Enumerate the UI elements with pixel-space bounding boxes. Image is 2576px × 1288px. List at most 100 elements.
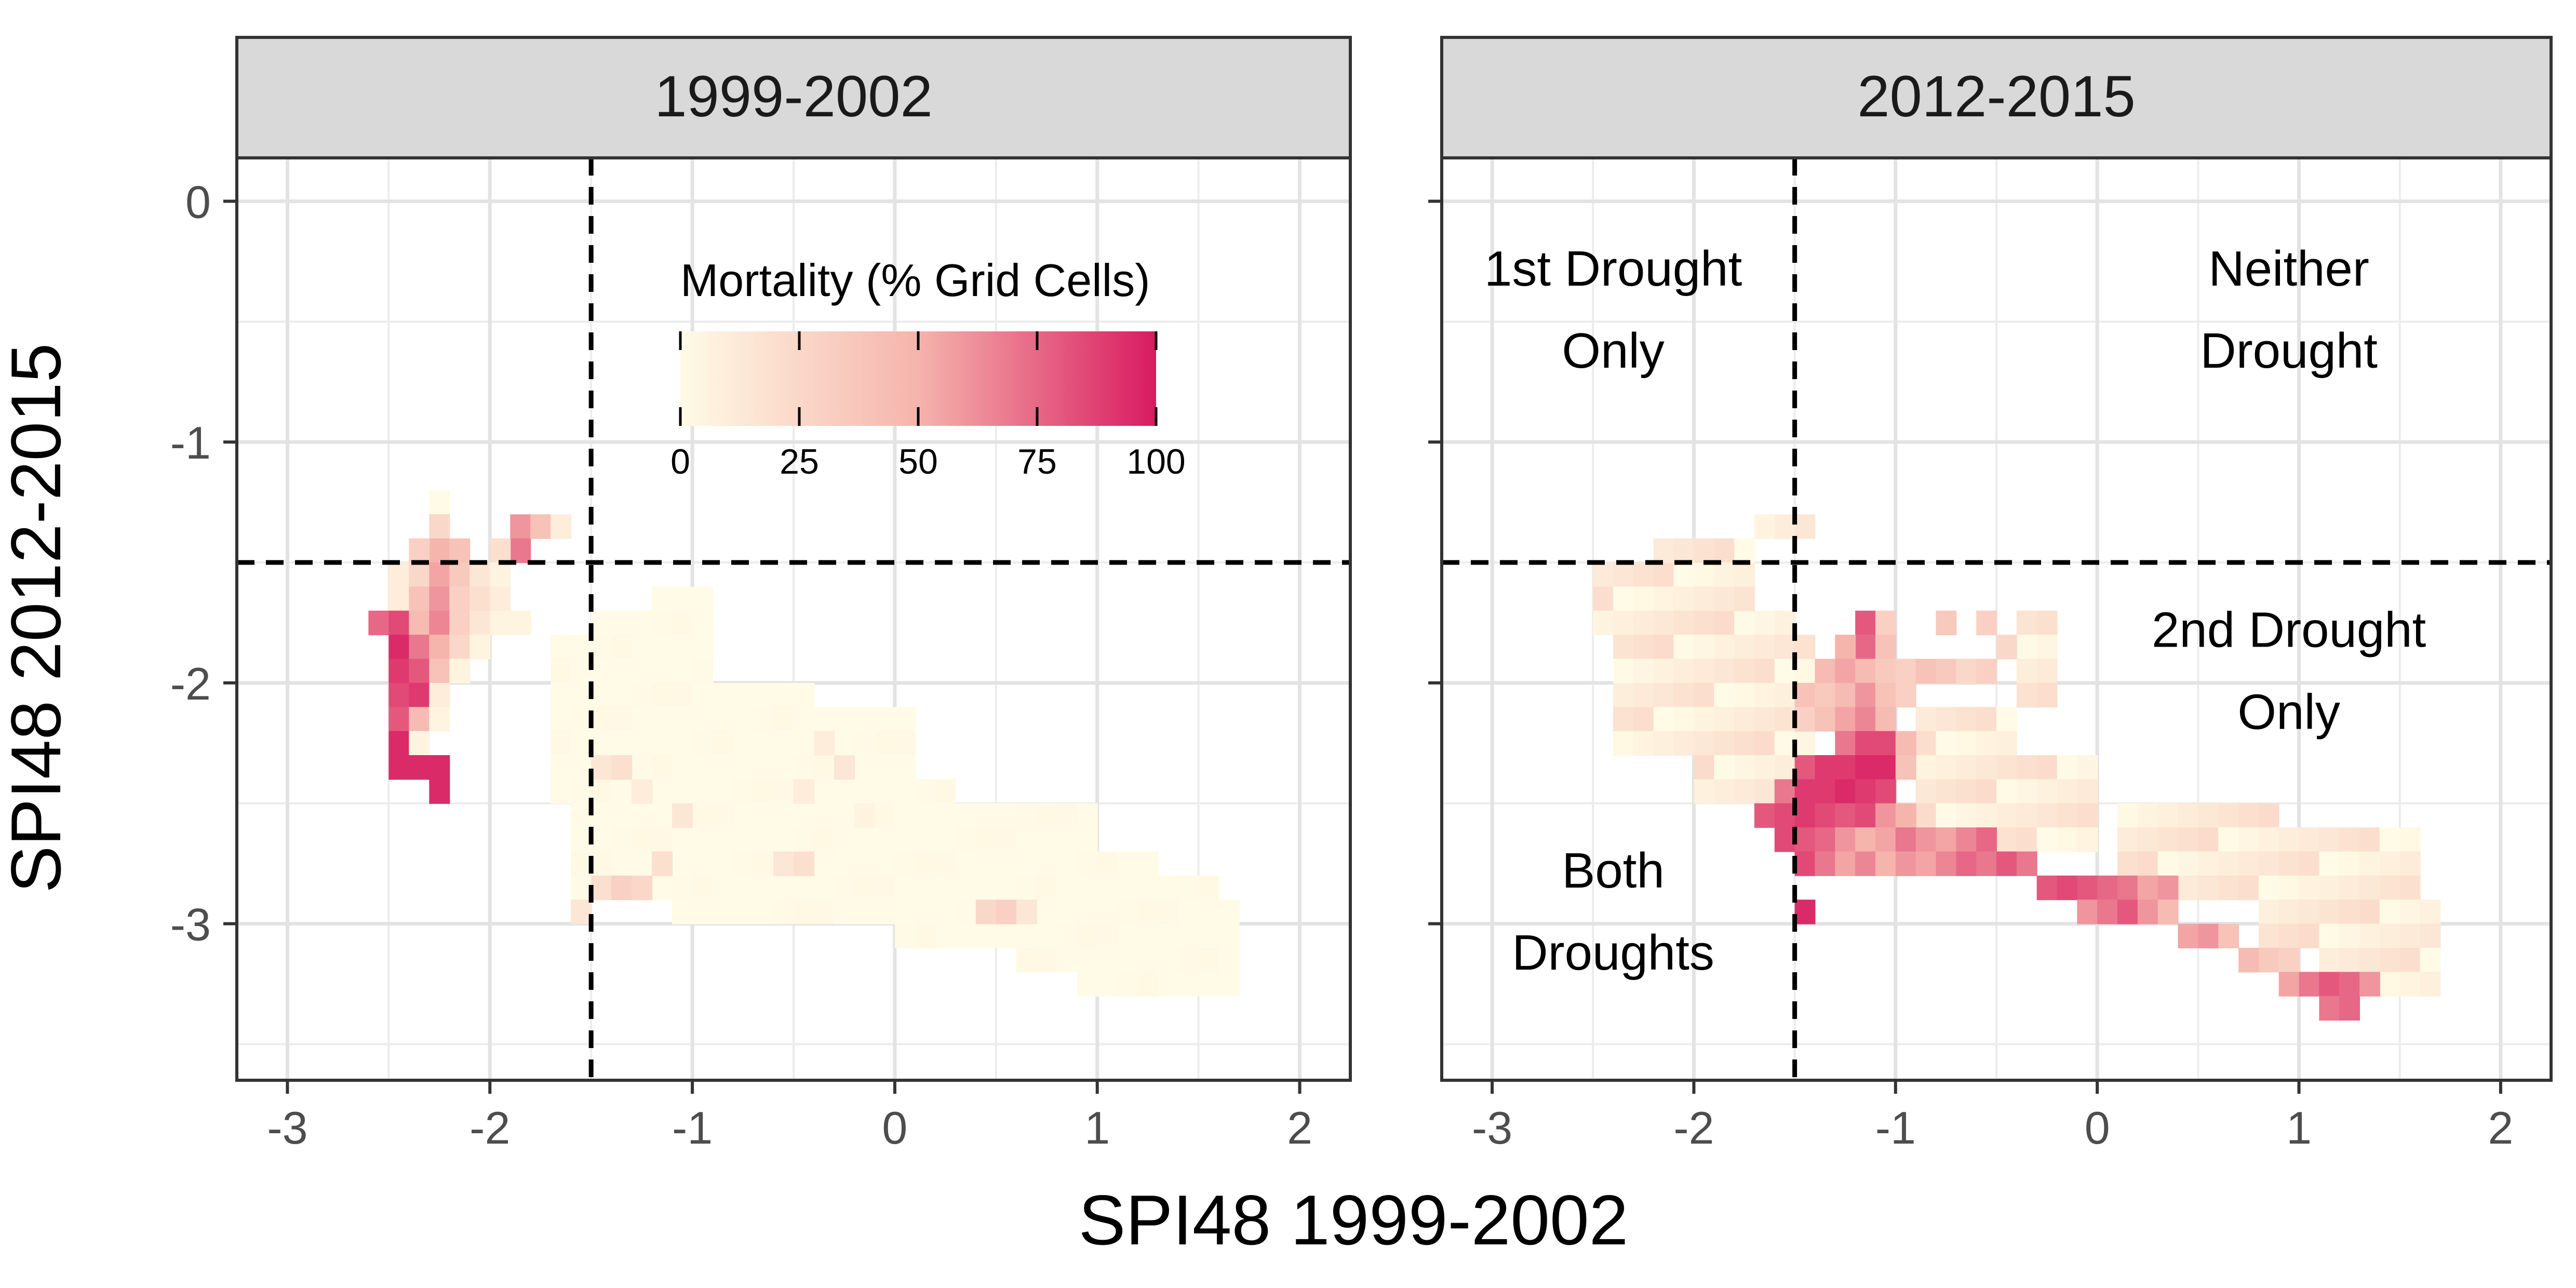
heatmap-cell [1056, 851, 1078, 876]
heatmap-cell [1137, 851, 1159, 876]
heatmap-cell [1653, 659, 1674, 683]
heatmap-cell [2299, 827, 2320, 852]
heatmap-cell [813, 827, 835, 852]
heatmap-cell [2299, 851, 2320, 876]
heatmap-cell [1117, 851, 1138, 876]
heatmap-cell [854, 900, 875, 924]
heatmap-cell [1875, 707, 1896, 732]
heatmap-cell [1097, 972, 1118, 997]
heatmap-cell [388, 707, 410, 732]
heatmap-cell [1694, 731, 1715, 756]
heatmap-cell [571, 682, 592, 708]
heatmap-cell [672, 586, 693, 611]
heatmap-cell [955, 875, 976, 901]
heatmap-cell [834, 707, 855, 732]
region-annotation: Neither [2208, 241, 2369, 297]
heatmap-cell [1895, 659, 1916, 683]
heatmap-cell [1198, 972, 1219, 997]
heatmap-cell [388, 562, 410, 587]
heatmap-cell [1593, 562, 1614, 587]
heatmap-cell [1714, 538, 1735, 564]
heatmap-cell [2319, 851, 2340, 876]
heatmap-cell [1077, 851, 1098, 876]
heatmap-cell [1734, 562, 1755, 587]
heatmap-cell [2339, 851, 2360, 876]
heatmap-cell [2218, 875, 2239, 901]
heatmap-cell [652, 851, 673, 876]
heatmap-cell [2077, 827, 2098, 852]
heatmap-cell [591, 851, 612, 876]
heatmap-cell [753, 875, 774, 901]
heatmap-cell [1855, 707, 1876, 732]
heatmap-cell [713, 827, 734, 852]
colorbar-title: Mortality (% Grid Cells) [680, 254, 1150, 306]
heatmap-cell [632, 731, 653, 756]
heatmap-cell [632, 682, 653, 708]
y-tick-label: -1 [170, 417, 211, 468]
heatmap-cell [2379, 923, 2400, 948]
heatmap-cell [1077, 827, 1098, 852]
heatmap-cell [449, 538, 471, 564]
heatmap-cell [388, 682, 410, 708]
heatmap-cell [1117, 972, 1138, 997]
heatmap-cell [713, 682, 734, 708]
heatmap-cell [1855, 803, 1876, 828]
heatmap-cell [1613, 682, 1634, 708]
heatmap-cell [2420, 947, 2441, 973]
heatmap-cell [813, 900, 835, 924]
heatmap-cell [611, 875, 633, 901]
heatmap-cell [2077, 900, 2098, 924]
heatmap-cell [2319, 875, 2340, 901]
heatmap-cell [571, 803, 592, 828]
heatmap-cell [1835, 755, 1856, 780]
heatmap-cell [1198, 923, 1219, 948]
heatmap-cell [2319, 947, 2340, 973]
heatmap-cell [409, 755, 430, 780]
heatmap-cell [2198, 851, 2219, 876]
heatmap-cell [1855, 851, 1876, 876]
heatmap-cell [652, 610, 673, 636]
panel-2-threshold-lines [1442, 158, 2551, 1080]
heatmap-cell [1936, 707, 1957, 732]
heatmap-cell [1016, 827, 1037, 852]
heatmap-cell [652, 635, 673, 660]
heatmap-cell [2420, 900, 2441, 924]
heatmap-cell [1673, 562, 1695, 587]
heatmap-cell [1875, 659, 1896, 683]
heatmap-cell [652, 779, 673, 804]
heatmap-cell [2339, 996, 2360, 1021]
heatmap-cell [632, 707, 653, 732]
y-tick-label: -2 [170, 658, 211, 709]
heatmap-cell [1915, 707, 1937, 732]
heatmap-cell [773, 731, 794, 756]
heatmap-cell [530, 514, 552, 539]
colorbar-tick-label: 0 [670, 442, 690, 481]
heatmap-cell [915, 827, 936, 852]
heatmap-cell [1794, 827, 1816, 852]
x-tick-label: -1 [1875, 1102, 1916, 1153]
heatmap-cell [975, 875, 997, 901]
heatmap-cell [1036, 900, 1057, 924]
heatmap-cell [1835, 707, 1856, 732]
panel-1999-2002: 1999-2002 -3 -2 -1 0 1 2 0 -1 -2 -3 [170, 36, 1352, 1153]
heatmap-cell [672, 875, 693, 901]
heatmap-cell [652, 682, 673, 708]
heatmap-cell [672, 851, 693, 876]
heatmap-cell [1158, 972, 1179, 997]
heatmap-cell [713, 731, 734, 756]
heatmap-cell [1633, 562, 1654, 587]
heatmap-cell [490, 538, 511, 564]
heatmap-cell [1694, 562, 1715, 587]
heatmap-cell [1613, 586, 1634, 611]
heatmap-cell [1694, 707, 1715, 732]
heatmap-cell [813, 779, 835, 804]
heatmap-cell [813, 755, 835, 780]
heatmap-cell [794, 900, 814, 924]
heatmap-cell [794, 875, 814, 901]
heatmap-cell [672, 731, 693, 756]
heatmap-cell [1158, 900, 1179, 924]
heatmap-cell [854, 875, 875, 901]
heatmap-cell [874, 731, 895, 756]
heatmap-cell [1895, 851, 1916, 876]
colorbar-tick-label: 75 [1017, 442, 1057, 481]
